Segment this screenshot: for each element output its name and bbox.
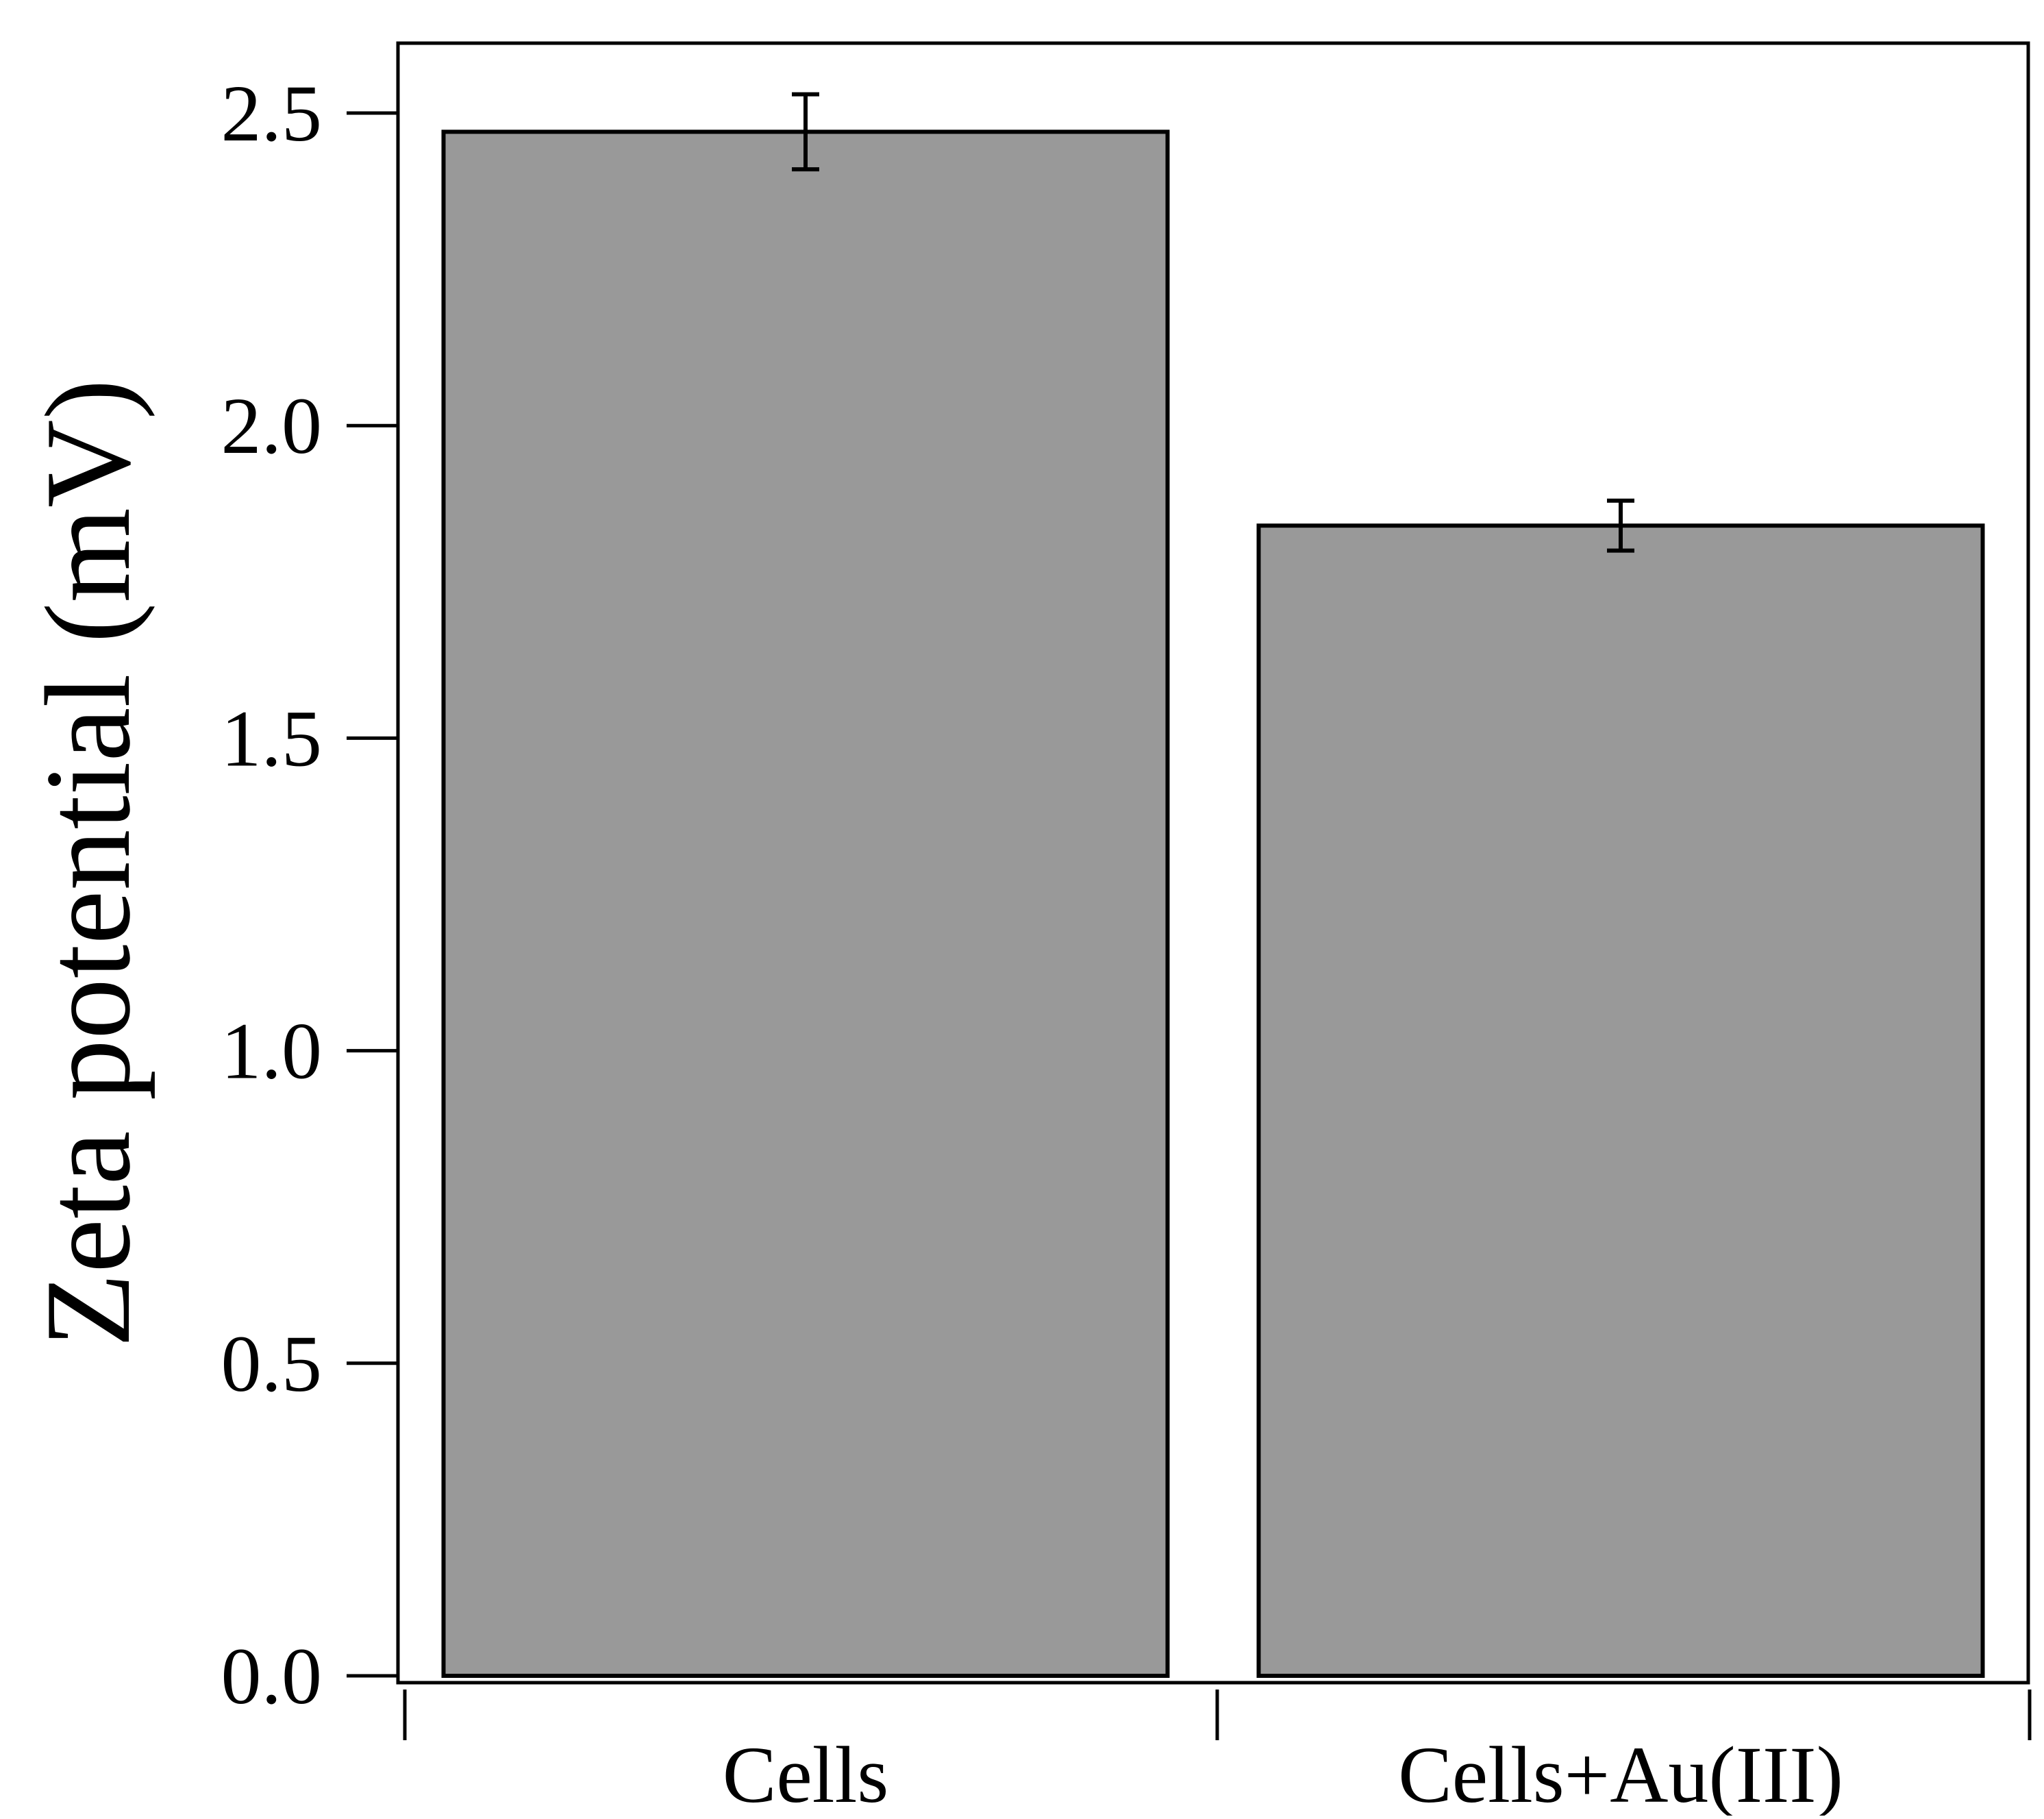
y-axis: 0.0 0.5 1.0 1.5 2.0 2.5 — [221, 69, 398, 1721]
y-tick-label: 0.5 — [221, 1319, 323, 1409]
x-tick-label: Cells+Au(III) — [1398, 1730, 1843, 1816]
x-axis: Cells Cells+Au(III) — [403, 1690, 2032, 1819]
plot-frame — [396, 41, 2030, 1685]
bar — [441, 129, 1170, 1678]
bar — [1256, 523, 1985, 1679]
bars-group — [441, 92, 1985, 1679]
x-tick-label: Cells — [723, 1730, 889, 1816]
y-tick-label: 1.0 — [221, 1006, 323, 1096]
y-axis-title: Zeta potential (mV) — [20, 379, 155, 1348]
y-tick-label: 2.5 — [221, 69, 323, 158]
y-tick-label: 0.0 — [221, 1631, 323, 1721]
y-tick-label: 1.5 — [221, 693, 323, 783]
y-tick-label: 2.0 — [221, 381, 323, 471]
